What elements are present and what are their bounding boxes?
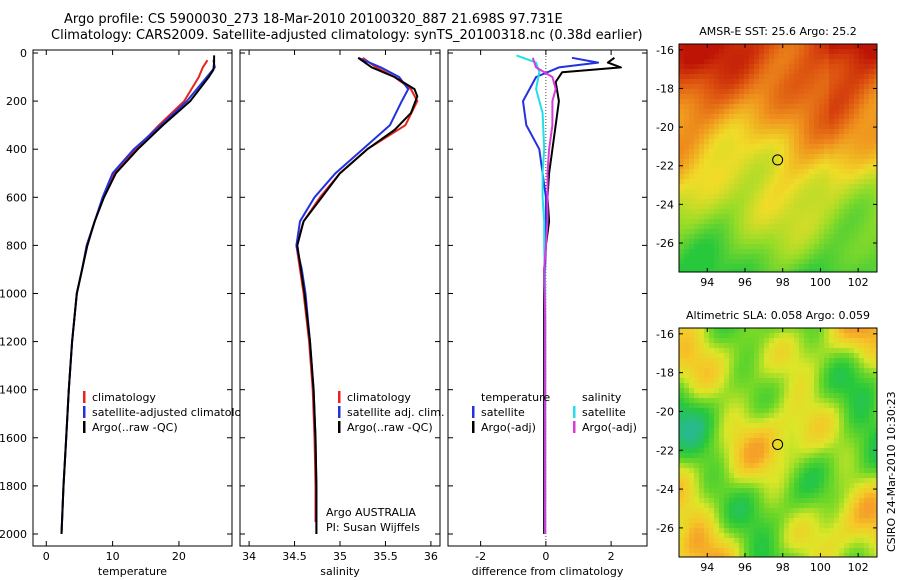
map-x-tick-label: 98 [776,276,790,289]
x-tick-label: 0 [43,550,50,563]
map-y-tick-label: -20 [656,405,674,418]
argo-location-marker [772,154,784,166]
y-tick-label: 1000 [0,287,27,300]
x-tick-label: -2 [475,550,486,563]
map-y-tick-label: -22 [656,160,674,173]
legend-label: temperature [481,391,550,404]
x-tick-label: 35.5 [373,550,398,563]
argo-location-marker [772,438,784,450]
annotation-text: PI: Susan Wijffels [326,521,420,534]
legend-label: climatology [92,391,156,404]
map-x-tick-label: 96 [738,276,752,289]
y-tick-label: 800 [6,239,27,252]
map-y-tick-label: -22 [656,444,674,457]
map-x-tick-label: 100 [810,561,831,574]
y-tick-label: 1600 [0,432,27,445]
series-line-2 [296,56,419,534]
legend-swatch [338,391,341,403]
y-tick-label: 1400 [0,384,27,397]
map-x-tick-label: 94 [700,276,714,289]
temperature-panel: 0 200 400 600 800 1000 1200 1400 1600 1800 2000 0 10… [0,47,255,578]
map-y-tick-label: -20 [656,121,674,134]
legend-label: satellite adj. clim. [347,406,444,419]
map-y-tick-label: -16 [656,328,674,341]
map-y-tick-label: -18 [656,82,674,95]
legend-swatch [472,406,475,418]
series-line-2 [60,55,216,535]
legend-label: Argo(-adj) [582,421,637,434]
legend-swatch [83,391,86,403]
series-line-3 [531,57,557,534]
map-x-tick-label: 100 [810,276,831,289]
x-tick-label: 36 [424,550,438,563]
legend-label: salinity [582,391,622,404]
x-tick-label: 10 [106,550,120,563]
plot-frame [447,49,648,547]
map-y-tick-label: -26 [656,522,674,535]
x-tick-label: 34 [242,550,256,563]
map-y-tick-label: -24 [656,198,674,211]
x-tick-label: 35 [333,550,347,563]
salinity-panel: 34 34.5 35 35.5 36 salinity climatology satelli… [239,49,444,578]
legend-label: satellite-adjusted climatology [92,406,255,419]
y-tick-label: 1200 [0,336,27,349]
sst-map-panel: AMSR-E SST: 25.6 Argo: 25.2 94 96 98 100 102 -… [656,25,878,289]
map-y-tick-label: -26 [656,237,674,250]
x-tick-label: 20 [172,550,186,563]
x-tick-label: 0 [542,550,549,563]
y-tick-label: 600 [6,191,27,204]
map-x-tick-label: 102 [848,276,869,289]
y-tick-label: 400 [6,143,27,156]
map-x-tick-label: 94 [700,561,714,574]
map-title: Altimetric SLA: 0.058 Argo: 0.059 [686,309,870,322]
legend-label: climatology [347,391,411,404]
x-axis-label: temperature [98,565,167,578]
legend-swatch [338,421,341,433]
annotation-text: Argo AUSTRALIA [326,506,416,519]
y-tick-label: 2000 [0,528,27,541]
sla-map-panel: Altimetric SLA: 0.058 Argo: 0.059 94 96 98 1… [656,309,878,574]
map-field [679,44,877,272]
legend-label: satellite [582,406,626,419]
map-y-tick-label: -16 [656,44,674,57]
legend-swatch [472,421,475,433]
map-y-tick-label: -24 [656,483,674,496]
map-x-tick-label: 102 [848,561,869,574]
header-line-1: Argo profile: CS 5900030_273 18-Mar-2010… [64,12,563,27]
legend-swatch [338,406,341,418]
x-tick-label: 2 [608,550,615,563]
x-axis-label: salinity [320,565,360,578]
x-tick-label: 34.5 [282,550,307,563]
map-field [679,328,877,557]
legend-label: Argo(-adj) [481,421,536,434]
map-x-tick-label: 96 [738,561,752,574]
y-tick-label: 1800 [0,480,27,493]
y-tick-label: 0 [20,47,27,60]
y-tick-label: 200 [6,95,27,108]
header-line-2: Climatology: CARS2009. Satellite-adjuste… [51,28,643,43]
map-y-tick-label: -18 [656,367,674,380]
x-axis-label: difference from climatology [472,565,624,578]
map-frame [678,43,878,273]
legend-label: Argo(..raw -QC) [347,421,433,434]
legend-label: Argo(..raw -QC) [92,421,178,434]
map-title: AMSR-E SST: 25.6 Argo: 25.2 [699,25,857,38]
legend-swatch [573,421,576,433]
map-frame [678,327,878,558]
difference-panel: -2 0 2 difference from climatology temperatu… [447,49,648,578]
plot-frame [239,49,441,547]
legend-swatch [573,406,576,418]
legend-swatch [83,421,86,433]
legend-label: satellite [481,406,525,419]
legend-swatch [83,406,86,418]
map-x-tick-label: 98 [776,561,790,574]
plot-frame [32,49,233,547]
